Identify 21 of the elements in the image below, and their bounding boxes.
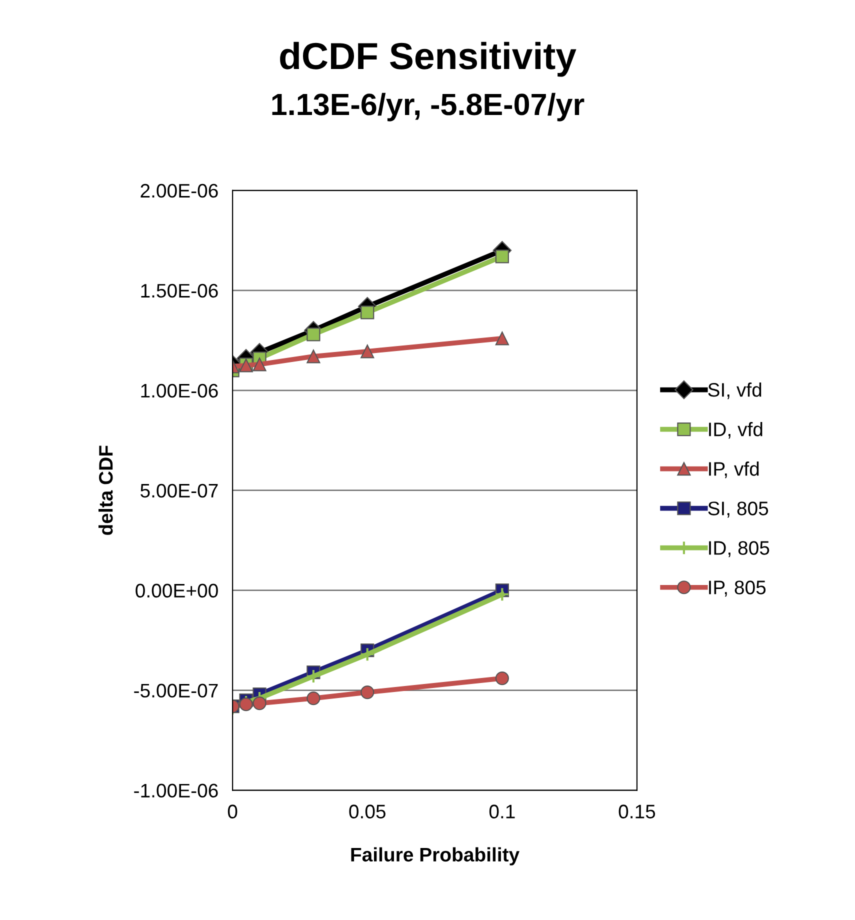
chart-subtitle: 1.13E-6/yr, -5.8E-07/yr: [272, 92, 584, 122]
x-tick-label: 0.05: [349, 804, 386, 818]
x-axis-title: Failure Probability: [351, 847, 520, 866]
legend-label: SI, vfd: [708, 382, 762, 400]
y-tick-label: 0.00E+00: [136, 584, 218, 598]
x-tick-label: 0.15: [618, 804, 656, 818]
y-tick-label: 1.00E-06: [141, 384, 218, 398]
chart-title: dCDF Sensitivity: [280, 42, 576, 77]
y-tick-label: 1.50E-06: [141, 284, 218, 298]
legend-label: IP, 805: [709, 580, 766, 597]
y-axis-title: delta CDF: [98, 446, 113, 535]
y-tick-label: 2.00E-06: [140, 184, 218, 198]
x-tick-label: 0: [228, 804, 238, 818]
y-tick-label: 5.00E-07: [140, 484, 218, 498]
y-tick-label: -5.00E-07: [134, 684, 218, 698]
x-tick-label: 0.1: [489, 804, 515, 818]
legend-label: ID, 805: [709, 541, 770, 558]
y-tick-label: -1.00E-06: [134, 784, 218, 798]
legend-label: SI, 805: [708, 502, 768, 518]
legend-label: IP, vfd: [709, 462, 759, 478]
legend-label: ID, vfd: [709, 422, 762, 439]
